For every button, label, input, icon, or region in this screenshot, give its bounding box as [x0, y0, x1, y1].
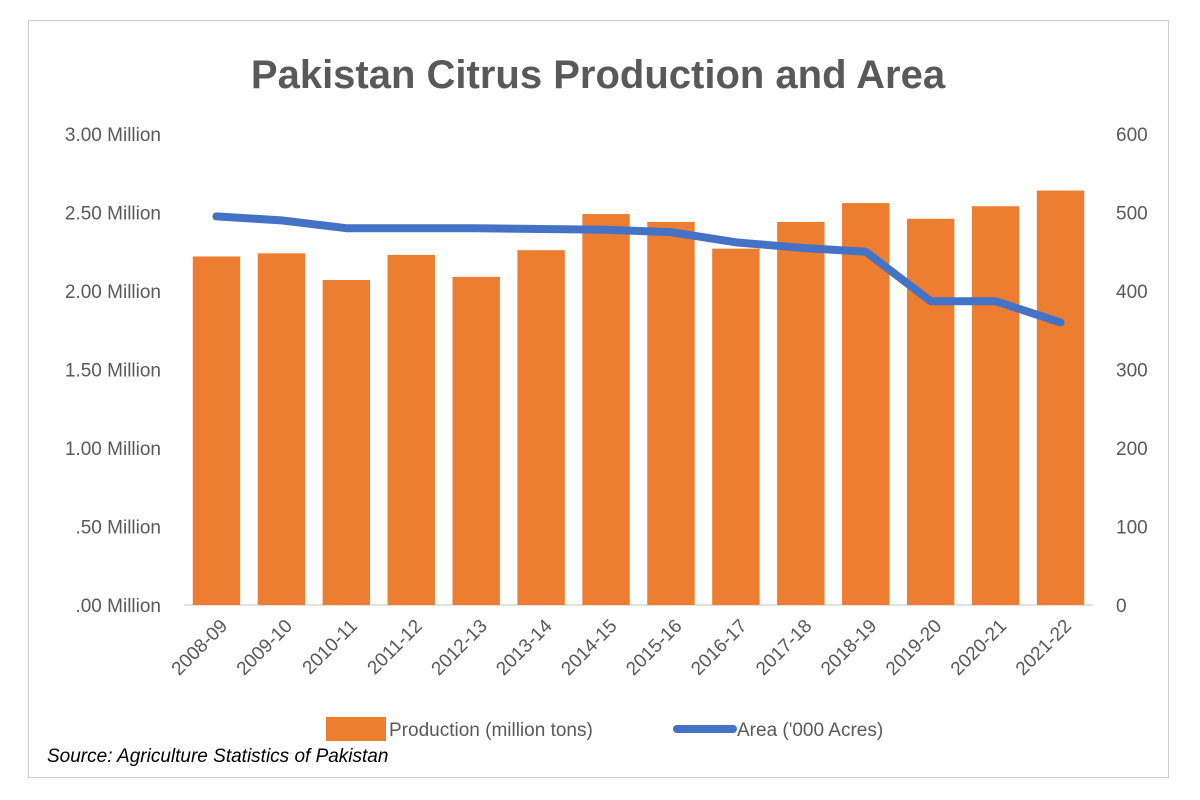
x-tick-label: 2008-09 — [168, 616, 232, 680]
x-tick-label: 2009-10 — [233, 616, 297, 680]
y-right-tick-label: 400 — [1116, 282, 1148, 303]
x-axis-labels: 2008-09 2009-10 2010-11 2011-12 2012-13 2013-… — [168, 615, 1076, 679]
y-left-tick-label: 1.00 Million — [65, 439, 161, 460]
x-tick-label: 2013-14 — [492, 615, 556, 679]
production-bar — [971, 206, 1020, 605]
legend-production-label: Production (million tons) — [389, 720, 593, 741]
production-bar — [257, 253, 306, 605]
area-line — [212, 212, 1065, 327]
y-left-tick-label: .50 Million — [75, 518, 161, 539]
production-bar — [777, 221, 825, 606]
production-bar — [517, 250, 565, 605]
production-bar — [842, 203, 890, 605]
source-note: Source: Agriculture Statistics of Pakist… — [47, 746, 389, 767]
production-bar — [906, 218, 955, 605]
y-left-tick-label: 1.50 Million — [65, 361, 161, 382]
x-tick-label: 2018-19 — [817, 616, 881, 680]
x-tick-label: 2014-15 — [557, 616, 621, 680]
y-left-tick-label: 2.00 Million — [65, 282, 161, 303]
y-right-tick-label: 200 — [1116, 439, 1148, 460]
y-left-tick-label: .00 Million — [75, 596, 161, 617]
y-right-tick-label: 600 — [1116, 125, 1148, 146]
production-bar — [1036, 190, 1085, 605]
y-left-tick-label: 2.50 Million — [65, 204, 161, 225]
x-tick-label: 2017-18 — [752, 616, 816, 680]
y-right-tick-label: 500 — [1116, 204, 1148, 225]
y-axis-right: 0 100 200 300 400 500 600 — [1116, 125, 1148, 617]
legend: Production (million tons) Area ('000 Acr… — [326, 717, 883, 741]
production-bar — [582, 214, 630, 605]
production-bar — [452, 276, 500, 605]
chart-frame — [28, 20, 1169, 778]
y-left-tick-label: 3.00 Million — [65, 125, 161, 146]
production-bar — [712, 248, 760, 606]
production-bars — [192, 190, 1085, 606]
x-tick-label: 2012-13 — [428, 616, 492, 680]
y-axis-left: .00 Million .50 Million 1.00 Million 1.50 M… — [65, 125, 161, 617]
production-bar — [322, 280, 371, 605]
legend-area-label: Area ('000 Acres) — [737, 720, 883, 741]
chart-title: Pakistan Citrus Production and Area — [251, 53, 946, 97]
x-tick-label: 2019-20 — [882, 616, 946, 680]
production-bar — [647, 221, 695, 606]
x-tick-label: 2015-16 — [622, 616, 686, 680]
y-right-tick-label: 300 — [1116, 361, 1148, 382]
x-tick-label: 2020-21 — [947, 616, 1011, 680]
y-right-tick-label: 100 — [1116, 518, 1148, 539]
x-tick-label: 2016-17 — [687, 616, 751, 680]
production-bar — [192, 256, 241, 605]
legend-production-swatch — [326, 717, 386, 741]
production-bar — [387, 254, 435, 605]
x-tick-label: 2021-22 — [1012, 616, 1076, 680]
x-tick-label: 2010-11 — [299, 616, 362, 679]
area-line-series — [212, 212, 1065, 327]
y-right-tick-label: 0 — [1116, 596, 1127, 617]
x-tick-label: 2011-12 — [364, 616, 427, 679]
